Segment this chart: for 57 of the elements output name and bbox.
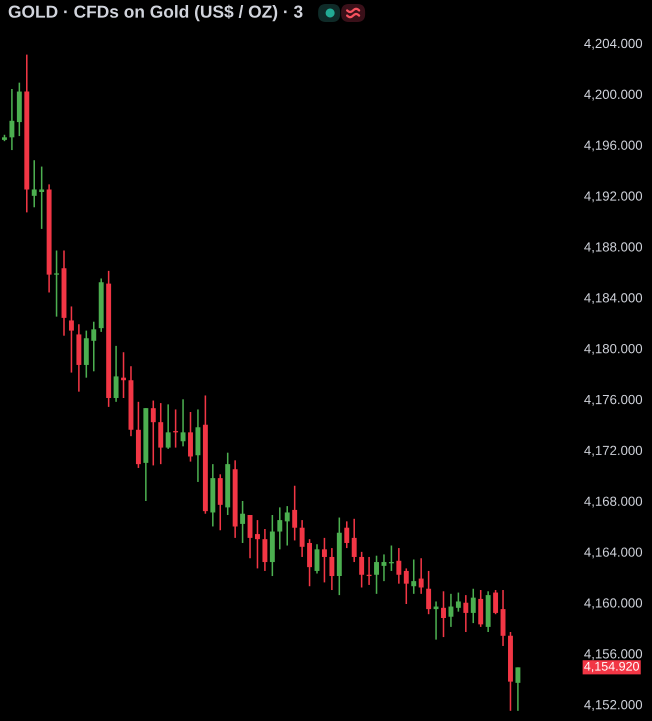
candlestick — [314, 543, 320, 574]
candlestick — [322, 537, 327, 584]
text: 4,154.920 — [584, 662, 640, 672]
candlestick — [68, 306, 74, 374]
y-tick-label: 4,188.000 — [584, 242, 642, 254]
y-tick-label: 4,160.000 — [584, 598, 642, 610]
y-tick-label: 4,164.000 — [584, 547, 642, 558]
candlestick — [470, 588, 476, 624]
y-tick-label: 4,172.000 — [584, 446, 642, 457]
candlestick — [150, 400, 156, 466]
candlestick — [388, 544, 394, 572]
y-tick-label: 4,184.000 — [584, 293, 642, 304]
candlestick — [352, 518, 357, 563]
candlestick — [166, 404, 171, 450]
y-tick-label: 4,180.000 — [584, 344, 642, 355]
candlestick — [300, 519, 305, 558]
y-tick-label: 4,196.000 — [584, 140, 642, 152]
candlestick — [493, 589, 498, 615]
y-tick-label: 4,168.000 — [584, 496, 642, 508]
candlestick — [456, 592, 461, 612]
candlestick — [426, 570, 432, 615]
y-tick-label: 4,156.000 — [584, 649, 642, 660]
candlestick — [262, 528, 268, 572]
y-tick-label: 4,152.000 — [584, 700, 642, 711]
candlestick — [32, 159, 37, 208]
candlestick — [404, 568, 409, 605]
candlestick — [382, 554, 386, 582]
candlestick — [359, 551, 364, 588]
candlestick — [411, 558, 416, 595]
y-tick-label: 4,176.000 — [584, 394, 642, 406]
candlestick — [39, 166, 44, 230]
candlestick — [284, 505, 290, 546]
candlestick — [329, 547, 334, 591]
candlestick — [9, 88, 14, 151]
candlestick — [515, 666, 520, 712]
candlestick — [463, 594, 468, 633]
candlestick — [114, 345, 119, 403]
candlestick — [344, 520, 350, 549]
candlestick — [173, 408, 178, 448]
candlestick — [292, 484, 298, 542]
candlestick — [277, 506, 282, 550]
y-tick-label: 4,204.000 — [584, 38, 642, 50]
y-tick-label: 4,192.000 — [584, 191, 642, 202]
candlestick — [434, 600, 439, 640]
candlestick — [91, 320, 96, 372]
chart-title: GOLD · CFDs on Gold (US$ / OZ) · 3 — [8, 4, 303, 22]
candlestick — [121, 351, 126, 399]
candlestick — [255, 519, 260, 570]
candlestick — [240, 500, 246, 544]
candlestick — [448, 593, 454, 628]
candlestick — [180, 398, 186, 448]
candlestick — [441, 590, 446, 638]
y-tick-label: 4,200.000 — [584, 90, 642, 101]
candlestick — [248, 514, 252, 559]
candlestick — [396, 547, 402, 584]
candlestick — [374, 554, 379, 595]
candlestick — [418, 557, 424, 595]
